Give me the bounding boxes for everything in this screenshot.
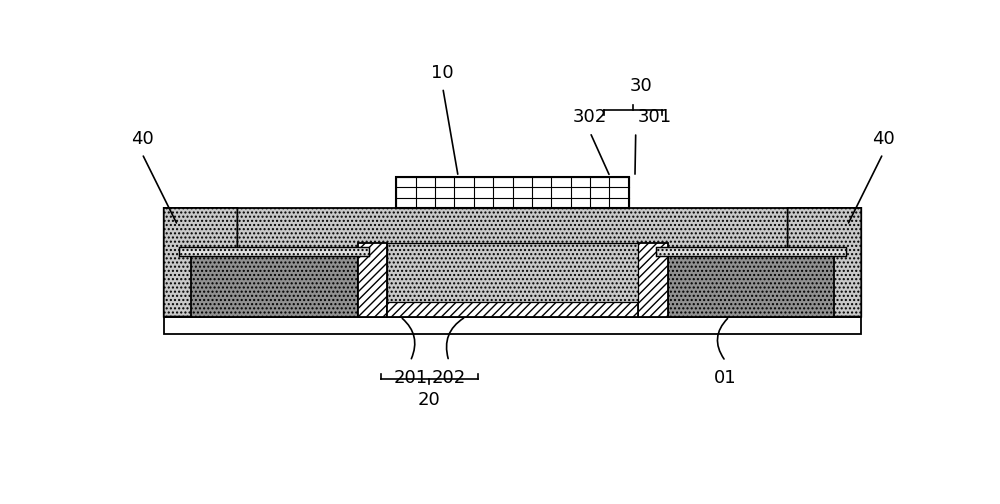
Polygon shape [638,243,668,317]
Polygon shape [788,208,861,317]
Polygon shape [668,250,834,317]
Text: 01: 01 [714,369,737,387]
Polygon shape [164,317,861,334]
Text: 10: 10 [431,64,454,82]
Text: 202: 202 [432,369,466,387]
Text: 302: 302 [573,108,607,127]
Polygon shape [358,243,387,317]
Text: 301: 301 [638,108,672,127]
Polygon shape [387,302,638,317]
Polygon shape [179,247,369,257]
Text: 20: 20 [417,391,440,409]
Polygon shape [396,177,629,208]
Polygon shape [387,243,638,302]
Polygon shape [164,208,237,317]
Polygon shape [656,247,846,257]
Polygon shape [191,250,358,317]
Text: 40: 40 [131,130,153,148]
Polygon shape [164,208,861,317]
Text: 30: 30 [630,78,653,95]
Text: 40: 40 [872,130,894,148]
Text: 201: 201 [393,369,427,387]
